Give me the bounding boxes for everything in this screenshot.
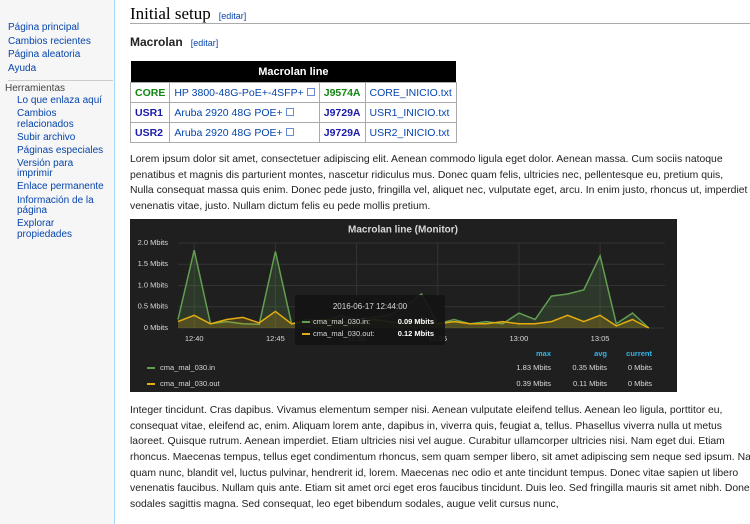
device-model: Aruba 2920 48G POE+ [169,102,320,123]
text-line: Lorem ipsum dolor sit amet, consectetuer… [130,154,723,165]
model-link[interactable]: Aruba 2920 48G POE+ [174,107,293,119]
nav-link[interactable]: Ayuda [8,63,37,75]
model-code: J9729A [318,102,366,123]
text-line: laoreet. Quisque rutrum. Aenean imperdie… [130,436,725,448]
nav-link[interactable]: Página aleatoria [8,49,81,61]
config-file: USR2_INICIO.txt [364,122,457,143]
model-code: J9574A [318,82,366,103]
title-rule [130,23,750,24]
device-model: HP 3800-48G-PoE+-4SFP+ [169,82,320,103]
y-tick-label: 1.0 Mbits [138,280,169,289]
chart-title: Macrolan line (Monitor) [348,225,458,236]
paragraph: Integer tincidunt. Cras dapibus. Vivamus… [130,403,750,513]
text-line: venenatis faucibus. Nullam quis ante. Et… [130,483,750,495]
legend-stat: 0 Mbits [628,363,652,372]
tooltip-title: 2016-06-17 12:44:00 [333,302,408,311]
legend-stat: 0 Mbits [628,379,652,388]
tool-link[interactable]: Subir archivo [17,131,76,143]
y-tick-label: 1.5 Mbits [138,259,169,268]
tool-link[interactable]: Lo que enlaza aquí [17,95,103,106]
chart: Macrolan line (Monitor) 0 Mbits 0.5 Mbits 1… [130,219,677,392]
tool-link[interactable]: Versión para imprimir [17,157,74,180]
y-tick-label: 2.0 Mbits [138,238,169,247]
model-link[interactable]: HP 3800-48G-PoE+-4SFP+ [174,87,314,99]
edit-link[interactable]: [editar] [190,38,219,48]
config-file: USR1_INICIO.txt [364,102,457,123]
x-tick-label: 12:45 [266,334,285,343]
legend-header: avg [594,349,607,358]
device-role: USR1 [129,102,171,123]
legend-stat: 0.11 Mbits [573,379,607,388]
tooltip-value: 0.12 Mbits [398,329,434,338]
section-text: Macrolan [130,35,183,49]
text-line: penatibus et magnis dis parturient monte… [130,169,724,181]
nav-link[interactable]: Cambios recientes [8,35,91,47]
legend-name: cma_mal_030.out [160,379,221,388]
legend-header: max [536,349,552,358]
tool-link[interactable]: Información de la página [17,194,94,217]
table-title: Macrolan line [130,61,457,83]
title-text: Initial setup [130,4,211,23]
legend-name: cma_mal_030.in [160,363,215,372]
text-line: rhoncus. Maecenas tempus, tellus eget co… [130,452,750,464]
page-title: Initial setup [editar] [130,4,246,24]
y-tick-label: 0 Mbits [144,323,168,332]
legend-header: current [626,349,652,358]
tool-link[interactable]: Páginas especiales [17,144,104,156]
tooltip-name: cma_mal_030.out: [313,329,375,338]
device-table: Macrolan line CORE HP 3800-48G-PoE+-4SFP+… [129,61,457,143]
tool-link[interactable]: Explorar propiedades [17,218,73,240]
x-tick-label: 13:00 [510,334,529,343]
tool-link[interactable]: Cambios relacionados [17,108,74,130]
device-role: USR2 [129,122,171,143]
tools-links: Lo que enlaza aquí Cambios relacionados Su… [17,95,105,243]
nav-link[interactable]: Página principal [8,22,80,33]
text-line: Integer tincidunt. Cras dapibus. Vivamus… [130,405,723,416]
tool-link[interactable]: Enlace permanente [17,181,104,193]
text-line: Nulla consequat massa quis enim. Donec p… [130,185,750,197]
text-line: venenatis vitae, justo. Nullam dictum fe… [130,201,431,213]
device-model: Aruba 2920 48G POE+ [169,122,320,143]
content: Initial setup [editar] Macrolan [editar] M… [114,0,750,524]
legend-stat: 0.35 Mbits [572,363,607,372]
table-row: CORE HP 3800-48G-PoE+-4SFP+ J9574A CORE_INI… [129,82,457,103]
x-tick-label: 13:05 [591,334,610,343]
paragraph: Lorem ipsum dolor sit amet, consectetuer… [130,152,750,215]
config-file: CORE_INICIO.txt [364,82,457,103]
x-tick-label: 12:40 [185,334,204,343]
text-line: consequat vitae, eleifend ac, enim. Aliq… [130,420,723,432]
table-row: USR2 Aruba 2920 48G POE+ J9729A USR2_INICIO… [129,122,457,143]
legend-stat: 1.83 Mbits [516,363,551,372]
text-line: quam nunc, blandit vel, luctus pulvinar,… [130,467,739,479]
tooltip-box [295,295,445,345]
model-link[interactable]: Aruba 2920 48G POE+ [174,127,293,139]
table-body: CORE HP 3800-48G-PoE+-4SFP+ J9574A CORE_INI… [129,82,457,143]
file-link[interactable]: USR2_INICIO.txt [369,126,450,139]
separator [8,80,113,81]
tooltip-name: cma_mal_030.in: [313,317,370,326]
legend-stat: 0.39 Mbits [516,379,551,388]
tooltip-value: 0.09 Mbits [398,317,434,326]
device-role: CORE [129,82,171,103]
file-link[interactable]: USR1_INICIO.txt [369,106,450,119]
tools-heading: Herramientas [5,83,66,94]
tooltip: 2016-06-17 12:44:00 cma_mal_030.in: 0.09 M… [295,295,445,345]
nav-links: Página principal Cambios recientes Página … [8,21,91,76]
table-row: USR1 Aruba 2920 48G POE+ J9729A USR1_INICIO… [129,102,457,123]
edit-link[interactable]: [editar] [218,11,247,21]
section-title: Macrolan [editar] [130,35,218,49]
y-tick-label: 0.5 Mbits [138,302,169,311]
text-line: sodales sagittis magna. Sed consequat, l… [130,499,559,511]
file-link[interactable]: CORE_INICIO.txt [369,86,452,99]
model-code: J9729A [318,122,366,143]
